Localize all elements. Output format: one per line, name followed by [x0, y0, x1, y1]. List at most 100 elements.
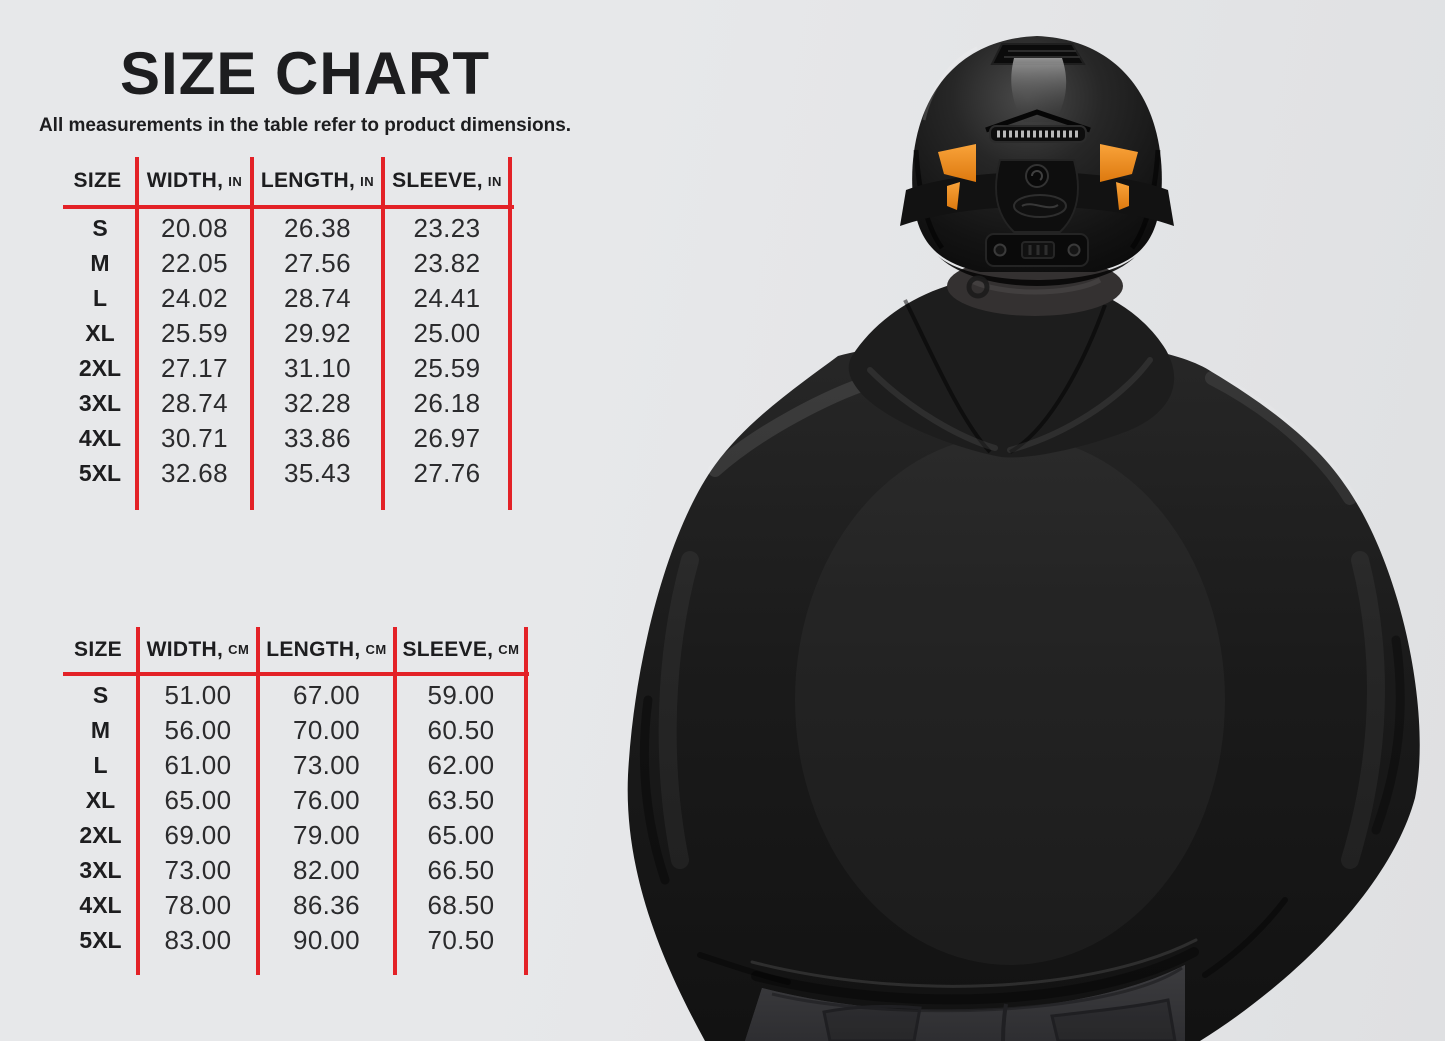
value-cell: 23.23	[413, 213, 481, 243]
value-cell: 63.50	[427, 785, 495, 815]
value-cell: 28.74	[160, 388, 229, 418]
value-cell: 70.50	[427, 925, 495, 955]
value-cell: 70.00	[292, 715, 361, 745]
jeans-pocket-left	[822, 1004, 922, 1041]
table-body: S 51.00 67.00 59.00 M 56.00 70.00 60.50 L 61.00 73…	[63, 672, 527, 958]
table-grid-line	[524, 627, 528, 975]
table-row: 4XL 78.00 86.36 68.50	[63, 888, 527, 923]
sleeve-highlight-right	[1341, 551, 1385, 869]
size-label: M	[90, 250, 110, 276]
value-cell: 28.74	[283, 283, 352, 313]
table-row: S 20.08 26.38 23.23	[63, 211, 511, 246]
size-label: S	[92, 682, 109, 708]
orange-reflectors	[938, 144, 1138, 210]
value-cell: 27.17	[160, 353, 229, 383]
size-label: 2XL	[79, 822, 122, 848]
size-label: 3XL	[79, 857, 122, 883]
value-cell: 32.28	[283, 388, 352, 418]
table-grid-line	[508, 157, 512, 510]
value-cell: 20.08	[160, 213, 229, 243]
size-table-cm: SIZE WIDTH, CM LENGTH, CM SLEEVE, CM S 51.00 67.0…	[63, 627, 529, 975]
orange-reflector-left-sliver	[947, 182, 960, 210]
jeans-fabric	[745, 965, 1185, 1041]
value-cell: 69.00	[164, 820, 232, 850]
helmet-strap-ring	[966, 275, 990, 299]
value-cell: 26.18	[413, 388, 481, 418]
table-row: L 24.02 28.74 24.41	[63, 281, 511, 316]
jeans-center-seam	[1001, 1003, 1008, 1041]
value-cell: 59.00	[427, 680, 495, 710]
value-cell: 25.00	[413, 318, 481, 348]
value-cell: 32.68	[160, 458, 229, 488]
value-cell: 65.00	[164, 785, 232, 815]
helmet-center-module	[995, 159, 1079, 233]
chart-header: SIZE CHART All measurements in the table…	[30, 44, 580, 137]
orange-reflector-right	[1100, 144, 1138, 182]
value-cell: 78.00	[164, 890, 232, 920]
helmet-spoiler-chevron	[985, 109, 1091, 133]
helmet-logo-emblem	[1025, 164, 1049, 188]
table-grid-line	[136, 627, 140, 975]
value-cell: 60.50	[427, 715, 495, 745]
value-cell: 26.38	[283, 213, 352, 243]
cuff-shadow-right	[1202, 897, 1288, 978]
value-cell: 90.00	[292, 925, 361, 955]
column-header-unit: CM	[365, 642, 387, 657]
helmet-top-vent-slats	[1004, 50, 1080, 58]
value-cell: 27.76	[413, 458, 481, 488]
hoodie-hem-shadow	[751, 947, 1199, 1005]
helmet-chin-screw-left	[993, 243, 1007, 257]
size-label: M	[90, 717, 111, 743]
size-label: 5XL	[78, 460, 122, 486]
column-header-label: SIZE	[74, 637, 122, 661]
table-header-divider	[63, 205, 514, 209]
value-cell: 31.10	[283, 353, 352, 383]
helmet-top-vent	[990, 43, 1086, 65]
table-row: M 22.05 27.56 23.82	[63, 246, 511, 281]
sleeve-crease-right	[1371, 635, 1405, 835]
value-cell: 86.36	[292, 890, 361, 920]
table-body: S 20.08 26.38 23.23 M 22.05 27.56 23.82 L 24.02 28…	[63, 205, 511, 491]
column-header-unit: CM	[498, 642, 520, 657]
value-cell: 29.92	[283, 318, 352, 348]
neck-gaiter	[947, 256, 1123, 316]
value-cell: 56.00	[164, 715, 232, 745]
column-header-label: SLEEVE,	[402, 637, 494, 661]
size-label: 3XL	[78, 390, 122, 416]
helmet-chin-vent-bars	[1028, 245, 1048, 255]
value-cell: 73.00	[164, 855, 232, 885]
table-grid-line	[381, 157, 385, 510]
shoulder-highlight-left	[708, 375, 877, 477]
column-header: SIZE	[63, 638, 138, 662]
value-cell: 23.82	[413, 248, 481, 278]
helmet-edge-highlight	[922, 46, 978, 121]
jeans-pocket-right	[1050, 998, 1177, 1041]
size-label: S	[92, 215, 108, 241]
value-cell: 79.00	[292, 820, 361, 850]
jeans-fabric-fill	[745, 965, 1185, 1041]
cuff-shadow-left	[697, 952, 791, 985]
shoulder-highlight-right	[1205, 371, 1357, 505]
helmet-dome	[912, 36, 1162, 272]
value-cell: 51.00	[164, 680, 232, 710]
column-header-label: SLEEVE,	[392, 169, 483, 192]
size-label: 4XL	[79, 892, 122, 918]
value-cell: 73.00	[292, 750, 361, 780]
column-header-label: WIDTH,	[146, 169, 224, 192]
value-cell: 76.00	[292, 785, 361, 815]
column-header-unit: IN	[360, 173, 375, 189]
column-header: SIZE	[63, 169, 137, 193]
column-header: WIDTH, IN	[137, 169, 252, 193]
column-header-label: LENGTH,	[260, 169, 356, 192]
page-title: SIZE CHART	[120, 40, 490, 107]
table-row: 2XL 69.00 79.00 65.00	[63, 818, 527, 853]
size-table-inches: SIZE WIDTH, IN LENGTH, IN SLEEVE, IN S 20.08 26.3…	[63, 157, 514, 510]
value-cell: 83.00	[164, 925, 232, 955]
value-cell: 82.00	[292, 855, 361, 885]
value-cell: 61.00	[164, 750, 232, 780]
person-back-view	[627, 36, 1420, 1041]
value-cell: 67.00	[292, 680, 361, 710]
column-header-label: WIDTH,	[146, 637, 224, 661]
table-row: L 61.00 73.00 62.00	[63, 748, 527, 783]
sleeve-highlight-left	[658, 551, 699, 869]
